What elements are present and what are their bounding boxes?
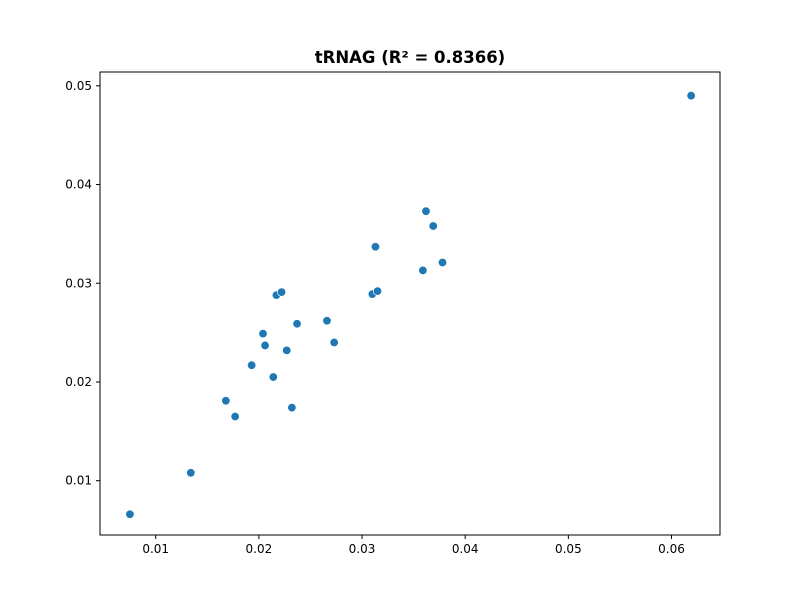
x-tick-label: 0.04	[452, 542, 479, 556]
x-axis: 0.01 0.02 0.03 0.04 0.05 0.06	[142, 535, 685, 556]
x-tick-label: 0.05	[555, 542, 582, 556]
x-tick-label: 0.06	[658, 542, 685, 556]
y-axis: 0.01 0.02 0.03 0.04 0.05	[65, 79, 100, 488]
data-point	[329, 337, 339, 347]
x-tick-label: 0.02	[246, 542, 273, 556]
data-point	[418, 265, 428, 275]
y-tick-label: 0.03	[65, 276, 92, 290]
data-point	[292, 319, 302, 329]
chart-title: tRNAG (R² = 0.8366)	[315, 48, 505, 67]
data-point	[125, 509, 135, 519]
data-point	[437, 258, 447, 268]
data-point	[277, 287, 287, 297]
y-tick-label: 0.04	[65, 178, 92, 192]
data-points	[125, 91, 696, 519]
data-point	[186, 468, 196, 478]
data-point	[287, 403, 297, 413]
x-tick-label: 0.03	[349, 542, 376, 556]
data-point	[428, 221, 438, 231]
y-tick-label: 0.02	[65, 375, 92, 389]
data-point	[247, 360, 257, 370]
data-point	[373, 286, 383, 296]
data-point	[230, 412, 240, 422]
data-point	[268, 372, 278, 382]
data-point	[322, 316, 332, 326]
data-point	[686, 91, 696, 101]
plot-frame	[99, 71, 721, 536]
data-point	[421, 206, 431, 216]
data-point	[282, 345, 292, 355]
y-tick-label: 0.05	[65, 79, 92, 93]
y-tick-label: 0.01	[65, 474, 92, 488]
data-point	[221, 396, 231, 406]
data-point	[260, 340, 270, 350]
x-tick-label: 0.01	[142, 542, 169, 556]
data-point	[370, 242, 380, 252]
data-point	[258, 329, 268, 339]
